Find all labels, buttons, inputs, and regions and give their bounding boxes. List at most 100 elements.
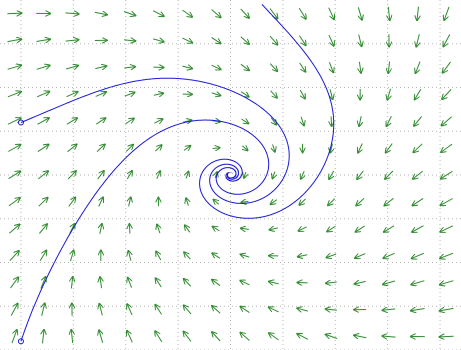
vector-arrow xyxy=(299,198,306,205)
vector-arrow xyxy=(359,61,361,73)
vector-arrow xyxy=(7,118,21,125)
vector-arrow xyxy=(301,170,304,179)
vector-arrow xyxy=(270,117,276,125)
vector-arrow xyxy=(153,39,164,42)
vector-arrow xyxy=(8,171,21,180)
vector-arrow xyxy=(40,277,46,289)
vector-arrow xyxy=(386,143,393,153)
vector-arrow xyxy=(382,336,396,337)
vector-arrow xyxy=(330,89,333,99)
vector-arrow xyxy=(359,116,361,126)
vector-arrow xyxy=(413,143,423,153)
vector-arrow xyxy=(127,304,133,316)
vector-arrow xyxy=(440,252,454,258)
vector-arrow xyxy=(359,34,362,47)
vector-arrow xyxy=(100,224,102,234)
vector-arrow xyxy=(182,9,193,17)
vector-arrow xyxy=(444,6,450,20)
vector-arrow xyxy=(440,336,454,337)
vector-arrow xyxy=(129,197,131,207)
vector-arrow xyxy=(184,252,191,260)
vector-arrow xyxy=(96,145,105,152)
vector-arrow xyxy=(156,252,162,261)
vector-arrow xyxy=(328,7,334,20)
vector-arrow xyxy=(125,145,133,152)
vector-arrow xyxy=(183,146,190,150)
vector-arrow xyxy=(273,171,275,179)
vector-arrow xyxy=(355,281,366,284)
trajectory-start-marker xyxy=(17,119,24,126)
vector-arrow xyxy=(240,333,250,341)
vector-arrow xyxy=(184,305,192,315)
vector-arrow xyxy=(271,200,278,204)
vector-arrow xyxy=(331,116,332,126)
vector-arrow xyxy=(299,89,305,99)
vector-arrow xyxy=(358,143,362,153)
vector-arrow xyxy=(186,172,188,179)
vector-arrow xyxy=(37,145,49,153)
vector-arrow xyxy=(211,65,221,69)
vector-arrow xyxy=(416,34,419,46)
vector-arrow xyxy=(269,63,277,72)
vector-arrow xyxy=(297,334,309,340)
vector-arrow xyxy=(384,197,394,205)
vector-arrow xyxy=(152,10,164,17)
vector-arrow xyxy=(123,12,135,16)
vector-arrow xyxy=(43,330,45,344)
vector-arrow xyxy=(329,62,333,72)
vector-arrow xyxy=(184,332,192,342)
vector-arrow xyxy=(99,330,103,343)
vector-arrow xyxy=(387,115,392,126)
vector-arrow xyxy=(67,171,76,180)
vector-arrow xyxy=(7,39,22,42)
vector-arrow xyxy=(156,278,162,288)
trajectory-from-bottom-left xyxy=(20,119,270,342)
vector-arrow xyxy=(213,227,220,231)
vector-arrow xyxy=(155,305,163,315)
vector-arrow xyxy=(10,277,19,289)
vector-arrow xyxy=(240,281,250,285)
vector-arrow xyxy=(240,91,249,97)
vector-arrow xyxy=(244,172,246,178)
vector-arrow xyxy=(212,148,220,149)
vector-arrow xyxy=(326,335,338,339)
vector-arrow xyxy=(412,252,425,258)
vector-arrow xyxy=(328,34,334,46)
vector-arrow xyxy=(387,88,390,100)
trajectory-from-top xyxy=(199,4,335,219)
vector-arrow xyxy=(36,92,49,98)
vector-arrow xyxy=(185,225,191,233)
vector-arrow xyxy=(269,307,279,313)
vector-arrow xyxy=(388,6,389,20)
vector-arrow xyxy=(71,250,74,262)
vector-arrow xyxy=(269,35,277,45)
vector-arrow xyxy=(65,66,78,69)
vector-arrow xyxy=(36,65,50,70)
vector-arrow xyxy=(100,277,102,289)
vector-arrow xyxy=(99,304,102,316)
vector-arrow xyxy=(71,330,72,344)
vector-arrow xyxy=(240,8,249,18)
vector-arrow xyxy=(411,280,425,285)
vector-arrow xyxy=(441,198,453,206)
vector-arrow xyxy=(356,225,365,232)
vector-arrow xyxy=(95,66,106,69)
vector-arrow xyxy=(68,198,76,207)
vector-arrow xyxy=(411,309,425,311)
vector-arrow xyxy=(212,280,221,287)
vector-arrow xyxy=(214,200,219,205)
vector-arrow xyxy=(443,34,451,46)
vector-arrow xyxy=(415,88,422,99)
vector-arrow xyxy=(297,308,308,311)
vector-arrow xyxy=(326,282,337,283)
vector-arrow xyxy=(241,228,249,229)
vector-arrow xyxy=(8,198,20,207)
vector-arrow xyxy=(385,170,394,179)
vector-arrow xyxy=(358,7,362,19)
vector-arrow xyxy=(186,198,188,206)
vector-arrow xyxy=(65,13,79,14)
vector-arrow xyxy=(129,224,130,234)
vector-arrow xyxy=(124,40,135,41)
vector-arrow xyxy=(153,93,163,95)
